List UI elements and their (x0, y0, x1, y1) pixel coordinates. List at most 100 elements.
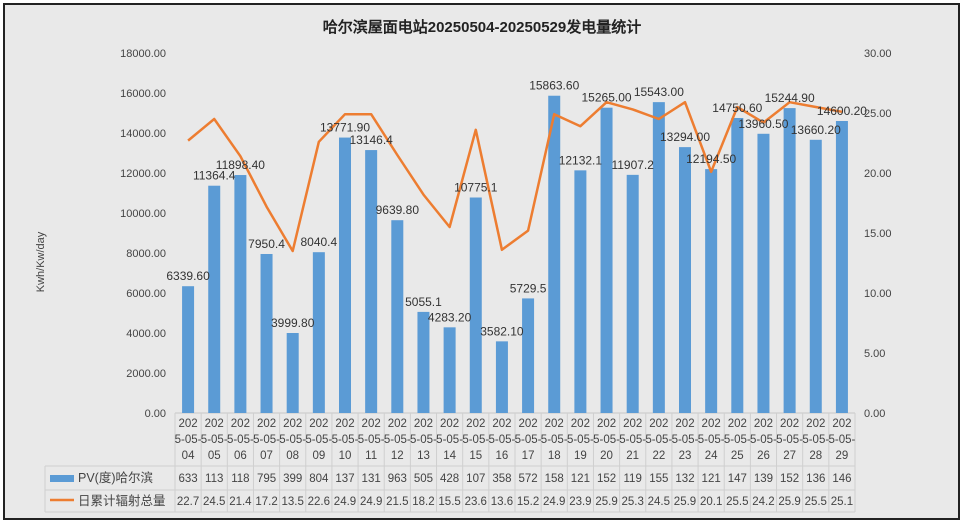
table-cell-pv: 152 (780, 473, 799, 485)
x-tick-label: 202 (492, 418, 511, 430)
x-tick-label: 5-05- (410, 434, 437, 446)
x-tick-label: 202 (178, 418, 197, 430)
bar-data-label: 5055.1 (405, 295, 442, 309)
x-tick-label: 04 (182, 450, 195, 462)
bar-data-label: 15244.90 (765, 91, 815, 105)
table-cell-pv: 572 (518, 473, 537, 485)
x-tick-label: 5-05- (175, 434, 202, 446)
y-tick-label: 18000.00 (120, 48, 166, 60)
x-tick-label: 05 (208, 450, 221, 462)
table-cell-pv: 633 (178, 473, 197, 485)
x-tick-label: 12 (391, 450, 404, 462)
bar-data-label: 13294.00 (660, 130, 710, 144)
x-tick-label: 202 (466, 418, 485, 430)
x-tick-label: 27 (783, 450, 796, 462)
table-cell-pv: 137 (335, 473, 354, 485)
x-tick-label: 23 (679, 450, 692, 462)
x-tick-label: 5-05- (724, 434, 751, 446)
x-tick-label: 07 (260, 450, 273, 462)
x-tick-label: 202 (571, 418, 590, 430)
x-tick-label: 09 (312, 450, 325, 462)
y-tick-label: 10000.00 (120, 208, 166, 220)
y2-tick-label: 5.00 (864, 348, 885, 360)
x-tick-label: 5-05- (436, 434, 463, 446)
x-tick-label: 26 (757, 450, 770, 462)
table-cell-pv: 399 (283, 473, 302, 485)
bar (417, 311, 430, 413)
x-tick-label: 5-05- (279, 434, 306, 446)
x-tick-label: 20 (600, 450, 613, 462)
bar-data-label: 15863.60 (529, 79, 579, 93)
table-cell-radiation: 24.2 (752, 496, 774, 508)
bar (705, 169, 718, 413)
legend-bar-swatch (50, 475, 74, 482)
bar-data-label: 11907.2 (611, 158, 654, 172)
table-cell-radiation: 17.2 (255, 496, 277, 508)
table-cell-radiation: 13.6 (491, 496, 513, 508)
bar (208, 185, 221, 413)
x-tick-label: 202 (728, 418, 747, 430)
x-tick-label: 202 (309, 418, 328, 430)
table-cell-pv: 121 (702, 473, 721, 485)
table-cell-radiation: 20.1 (700, 496, 722, 508)
table-cell-pv: 146 (832, 473, 851, 485)
bar (731, 117, 744, 413)
bar (312, 252, 325, 413)
x-tick-label: 29 (836, 450, 849, 462)
x-tick-label: 202 (283, 418, 302, 430)
chart-title: 哈尔滨屋面电站20250504-20250529发电量统计 (323, 18, 641, 36)
table-cell-pv: 113 (205, 473, 223, 485)
x-tick-label: 202 (388, 418, 407, 430)
y2-tick-label: 10.00 (864, 288, 892, 300)
y-tick-label: 6000.00 (126, 288, 166, 300)
x-tick-label: 5-05- (305, 434, 332, 446)
bar (495, 341, 508, 413)
table-cell-pv: 152 (597, 473, 616, 485)
x-tick-label: 13 (417, 450, 430, 462)
x-tick-label: 202 (362, 418, 381, 430)
x-tick-label: 202 (335, 418, 354, 430)
x-tick-label: 202 (440, 418, 459, 430)
x-tick-label: 5-05- (828, 434, 855, 446)
legend-label-radiation: 日累计辐射总量 (78, 493, 166, 508)
x-tick-label: 5-05- (227, 434, 254, 446)
bar (286, 333, 299, 413)
x-tick-label: 202 (545, 418, 564, 430)
bar-data-label: 3582.10 (480, 324, 524, 338)
y-tick-label: 8000.00 (126, 248, 166, 260)
table-cell-pv: 428 (440, 473, 459, 485)
table-cell-pv: 118 (231, 473, 249, 485)
x-tick-label: 202 (257, 418, 276, 430)
x-tick-label: 5-05- (672, 434, 699, 446)
bar (339, 137, 351, 413)
table-cell-radiation: 22.7 (177, 496, 199, 508)
table-cell-pv: 107 (466, 473, 485, 485)
table-cell-radiation: 25.3 (621, 496, 643, 508)
x-tick-label: 22 (652, 450, 665, 462)
x-tick-label: 202 (623, 418, 642, 430)
y2-tick-label: 20.00 (864, 168, 892, 180)
x-tick-label: 5-05- (802, 434, 829, 446)
table-cell-radiation: 24.9 (360, 496, 382, 508)
x-tick-label: 17 (522, 450, 535, 462)
table-cell-pv: 158 (545, 473, 564, 485)
table-cell-radiation: 24.9 (334, 496, 356, 508)
bar (600, 107, 613, 413)
table-cell-radiation: 22.6 (308, 496, 330, 508)
x-tick-label: 202 (518, 418, 537, 430)
x-tick-label: 5-05- (201, 434, 228, 446)
bar-data-label: 12132.1 (559, 153, 603, 167)
table-cell-pv: 132 (675, 473, 694, 485)
table-cell-pv: 121 (571, 473, 590, 485)
table-cell-radiation: 21.4 (229, 496, 252, 508)
table-cell-pv: 963 (388, 473, 407, 485)
x-tick-label: 5-05- (515, 434, 542, 446)
x-tick-label: 5-05- (358, 434, 385, 446)
bar-data-label: 8040.4 (300, 235, 337, 249)
bar-data-label: 13146.4 (349, 133, 393, 147)
bar-data-label: 13960.50 (738, 117, 788, 131)
x-tick-label: 11 (365, 450, 377, 462)
table-cell-radiation: 25.1 (831, 496, 853, 508)
y2-tick-label: 25.00 (864, 108, 892, 120)
x-tick-label: 14 (443, 450, 456, 462)
